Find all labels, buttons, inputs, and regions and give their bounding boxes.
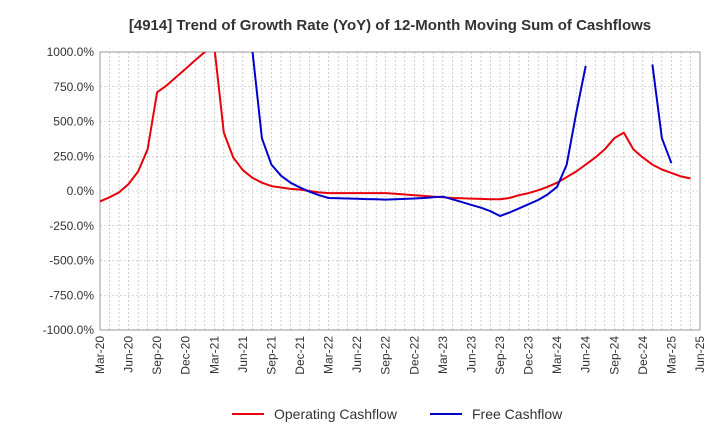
x-tick-label: Jun-24	[579, 336, 593, 373]
x-tick-label: Mar-23	[436, 336, 450, 374]
x-tick-label: Sep-24	[607, 336, 621, 375]
y-tick-label: -1000.0%	[43, 323, 95, 337]
x-tick-label: Sep-23	[493, 336, 507, 375]
y-tick-label: 1000.0%	[47, 45, 95, 59]
x-tick-label: Mar-22	[322, 336, 336, 374]
y-tick-label: -750.0%	[49, 288, 94, 302]
plot-frame	[99, 51, 701, 331]
x-tick-label: Dec-21	[293, 336, 307, 375]
x-tick-label: Sep-21	[264, 336, 278, 375]
series-line-operating-cashflow	[100, 52, 691, 203]
x-tick-label: Sep-20	[150, 336, 164, 375]
x-tick-label: Jun-21	[236, 336, 250, 373]
x-axis: Mar-20 Jun-20 Sep-20 Dec-20 Mar-21 Jun-21 Sep-…	[93, 336, 707, 375]
legend-label-operating-cashflow: Operating Cashflow	[274, 406, 398, 422]
y-tick-label: 500.0%	[53, 115, 94, 129]
x-tick-label: Jun-22	[350, 336, 364, 373]
x-tick-label: Jun-23	[464, 336, 478, 373]
grid	[99, 51, 701, 331]
series-line-free-cashflow	[251, 52, 673, 217]
x-tick-label: Jun-20	[122, 336, 136, 373]
x-tick-label: Dec-24	[636, 336, 650, 375]
x-tick-label: Mar-20	[93, 336, 107, 374]
x-tick-label: Dec-23	[522, 336, 536, 375]
legend: Operating Cashflow Free Cashflow	[232, 406, 563, 422]
y-tick-label: -500.0%	[49, 254, 94, 268]
y-tick-label: 250.0%	[53, 149, 94, 163]
x-tick-label: Jun-25	[693, 336, 707, 373]
y-tick-label: 0.0%	[67, 184, 95, 198]
legend-label-free-cashflow: Free Cashflow	[472, 406, 563, 422]
x-tick-label: Mar-25	[664, 336, 678, 374]
y-tick-label: 750.0%	[53, 80, 94, 94]
y-axis: 1000.0% 750.0% 500.0% 250.0% 0.0% -250.0% -500…	[43, 45, 95, 337]
series-group	[100, 52, 691, 217]
x-tick-label: Dec-22	[407, 336, 421, 375]
x-tick-label: Mar-24	[550, 336, 564, 374]
x-tick-label: Mar-21	[207, 336, 221, 374]
x-tick-label: Sep-22	[379, 336, 393, 375]
chart-title: [4914] Trend of Growth Rate (YoY) of 12-…	[129, 17, 651, 34]
y-tick-label: -250.0%	[49, 219, 94, 233]
x-tick-label: Dec-20	[179, 336, 193, 375]
